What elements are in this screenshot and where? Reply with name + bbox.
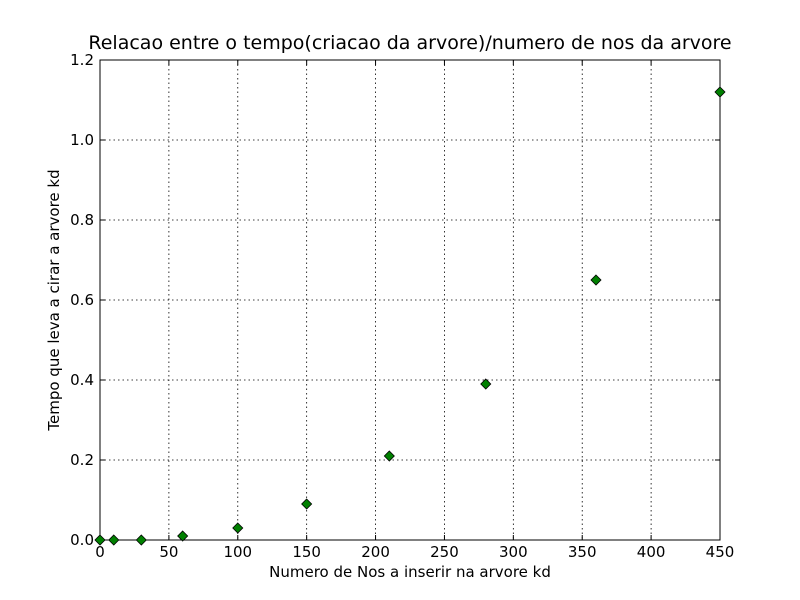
x-tick-label: 450: [706, 543, 735, 561]
y-tick-label: 1.2: [70, 51, 94, 69]
data-points: [94, 86, 726, 546]
y-tick-label: 1.0: [70, 131, 94, 149]
x-tick-label: 150: [292, 543, 321, 561]
y-tick-label: 0.0: [70, 531, 94, 549]
x-tick-label: 50: [159, 543, 178, 561]
x-tick-label: 350: [568, 543, 597, 561]
y-tick-label: 0.6: [70, 291, 94, 309]
data-point: [232, 522, 244, 534]
x-tick-label: 400: [637, 543, 666, 561]
x-tick-label: 200: [361, 543, 390, 561]
y-tick-label: 0.8: [70, 211, 94, 229]
data-point: [301, 498, 313, 510]
x-tick-label: 300: [499, 543, 528, 561]
y-axis-label: Tempo que leva a cirar a arvore kd: [45, 169, 63, 431]
data-point: [714, 86, 726, 98]
x-axis-label: Numero de Nos a inserir na arvore kd: [269, 563, 551, 581]
axis-ticks: 0 50 100 150 200 250 300 350 400 450 0.0 0.2 0.4 0.6 0…: [70, 51, 734, 561]
x-tick-label: 100: [223, 543, 252, 561]
y-tick-label: 0.4: [70, 371, 94, 389]
data-point: [383, 450, 395, 462]
data-point: [177, 530, 189, 542]
data-point: [135, 534, 147, 546]
x-tick-label: 0: [95, 543, 105, 561]
x-tick-label: 250: [430, 543, 459, 561]
data-point: [108, 534, 120, 546]
y-tick-label: 0.2: [70, 451, 94, 469]
data-point: [94, 534, 106, 546]
data-point: [480, 378, 492, 390]
chart-title: Relacao entre o tempo(criacao da arvore)…: [88, 32, 731, 54]
grid-lines: [99, 59, 721, 541]
data-point: [590, 274, 602, 286]
